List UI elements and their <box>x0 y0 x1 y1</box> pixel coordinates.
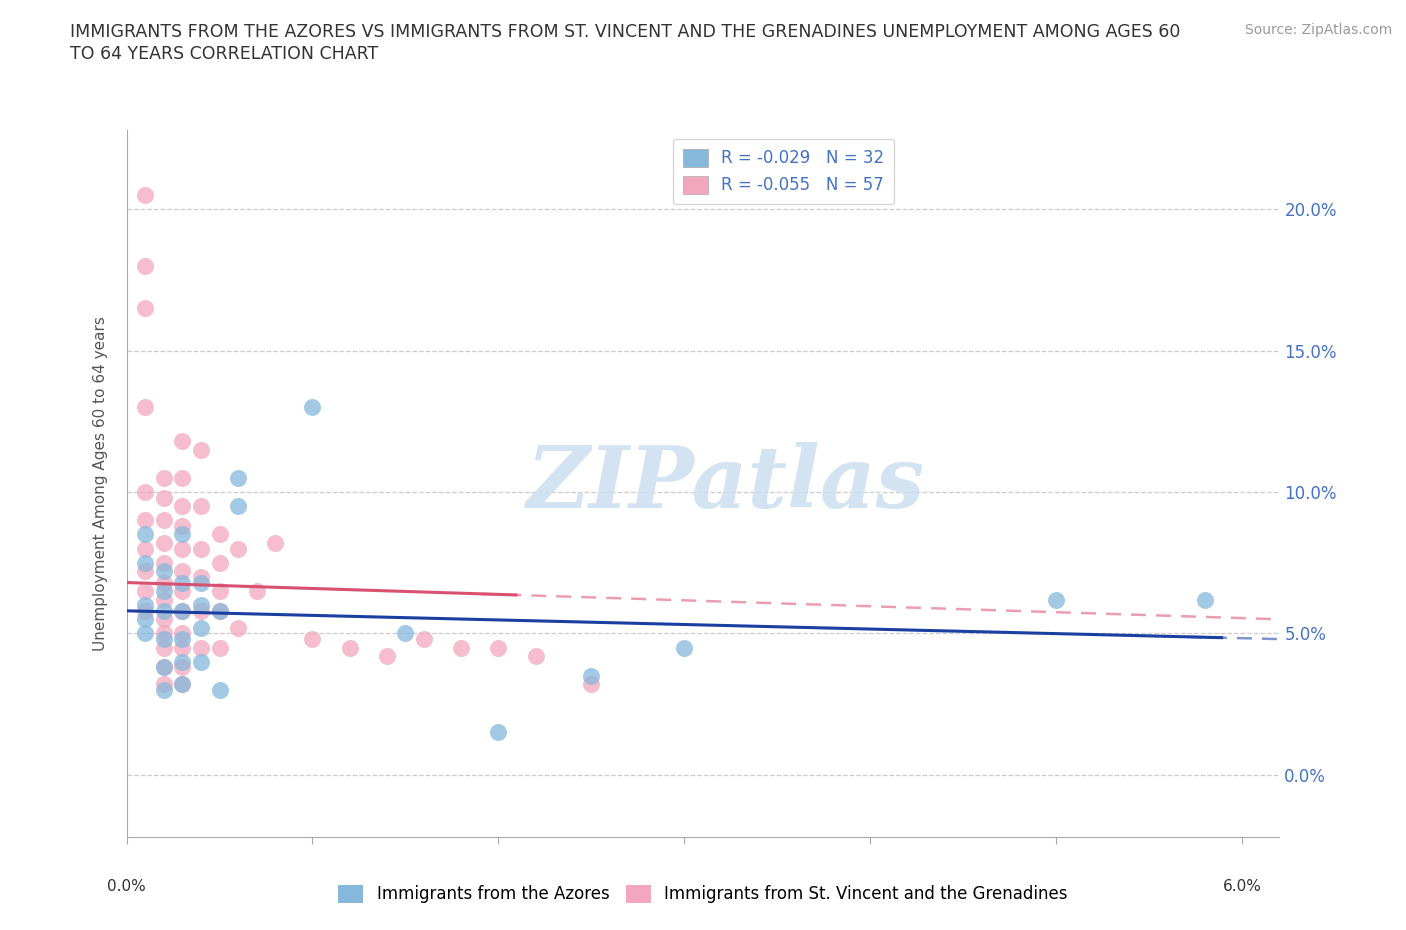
Point <box>264 536 287 551</box>
Point <box>134 301 156 316</box>
Point <box>152 575 174 590</box>
Point <box>134 485 156 499</box>
Point <box>172 564 194 578</box>
Point <box>172 541 194 556</box>
Point <box>581 669 603 684</box>
Point <box>172 660 194 675</box>
Point <box>488 725 510 740</box>
Text: IMMIGRANTS FROM THE AZORES VS IMMIGRANTS FROM ST. VINCENT AND THE GRENADINES UNE: IMMIGRANTS FROM THE AZORES VS IMMIGRANTS… <box>70 23 1181 41</box>
Point <box>152 536 174 551</box>
Point <box>226 471 249 485</box>
Point <box>524 648 547 663</box>
Point <box>172 631 194 646</box>
Point <box>172 677 194 692</box>
Point <box>226 498 249 513</box>
Point <box>152 683 174 698</box>
Point <box>172 498 194 513</box>
Point <box>1194 592 1216 607</box>
Point <box>1045 592 1067 607</box>
Point <box>172 677 194 692</box>
Legend: Immigrants from the Azores, Immigrants from St. Vincent and the Grenadines: Immigrants from the Azores, Immigrants f… <box>332 878 1074 910</box>
Point <box>190 498 212 513</box>
Point <box>246 584 269 599</box>
Y-axis label: Unemployment Among Ages 60 to 64 years: Unemployment Among Ages 60 to 64 years <box>93 316 108 651</box>
Point <box>172 575 194 590</box>
Point <box>208 683 231 698</box>
Point <box>152 626 174 641</box>
Point <box>134 541 156 556</box>
Point <box>339 640 361 655</box>
Point <box>172 584 194 599</box>
Point <box>152 660 174 675</box>
Point <box>208 555 231 570</box>
Point <box>152 584 174 599</box>
Point <box>413 631 436 646</box>
Point <box>375 648 398 663</box>
Point <box>172 471 194 485</box>
Point <box>190 569 212 584</box>
Point <box>134 626 156 641</box>
Text: ZIPatlas: ZIPatlas <box>527 442 925 525</box>
Point <box>134 513 156 528</box>
Text: 0.0%: 0.0% <box>107 880 146 895</box>
Point <box>152 677 174 692</box>
Point <box>208 640 231 655</box>
Point <box>172 527 194 542</box>
Point <box>152 592 174 607</box>
Text: 6.0%: 6.0% <box>1223 880 1261 895</box>
Point <box>172 640 194 655</box>
Point <box>134 527 156 542</box>
Point <box>134 555 156 570</box>
Point <box>152 640 174 655</box>
Point <box>190 575 212 590</box>
Point <box>134 604 156 618</box>
Point <box>450 640 472 655</box>
Point <box>190 604 212 618</box>
Text: TO 64 YEARS CORRELATION CHART: TO 64 YEARS CORRELATION CHART <box>70 45 378 62</box>
Point <box>152 604 174 618</box>
Point <box>394 626 416 641</box>
Point <box>226 541 249 556</box>
Point <box>301 631 323 646</box>
Point <box>152 631 174 646</box>
Point <box>172 655 194 670</box>
Point <box>134 598 156 613</box>
Point <box>301 400 323 415</box>
Point <box>152 490 174 505</box>
Point <box>226 620 249 635</box>
Point <box>152 513 174 528</box>
Point <box>152 564 174 578</box>
Point <box>152 612 174 627</box>
Point <box>190 598 212 613</box>
Point <box>190 541 212 556</box>
Point <box>673 640 696 655</box>
Point <box>208 604 231 618</box>
Point <box>208 584 231 599</box>
Point <box>190 443 212 458</box>
Point <box>134 188 156 203</box>
Point <box>488 640 510 655</box>
Point <box>190 620 212 635</box>
Point <box>152 471 174 485</box>
Point <box>134 564 156 578</box>
Point <box>134 612 156 627</box>
Point <box>581 677 603 692</box>
Point <box>134 259 156 273</box>
Point <box>152 555 174 570</box>
Point <box>134 584 156 599</box>
Point <box>152 660 174 675</box>
Point <box>172 519 194 534</box>
Point <box>172 604 194 618</box>
Point <box>172 626 194 641</box>
Point <box>172 604 194 618</box>
Point <box>190 640 212 655</box>
Point <box>208 527 231 542</box>
Point <box>134 400 156 415</box>
Text: Source: ZipAtlas.com: Source: ZipAtlas.com <box>1244 23 1392 37</box>
Point <box>208 604 231 618</box>
Point <box>172 433 194 448</box>
Point <box>190 655 212 670</box>
